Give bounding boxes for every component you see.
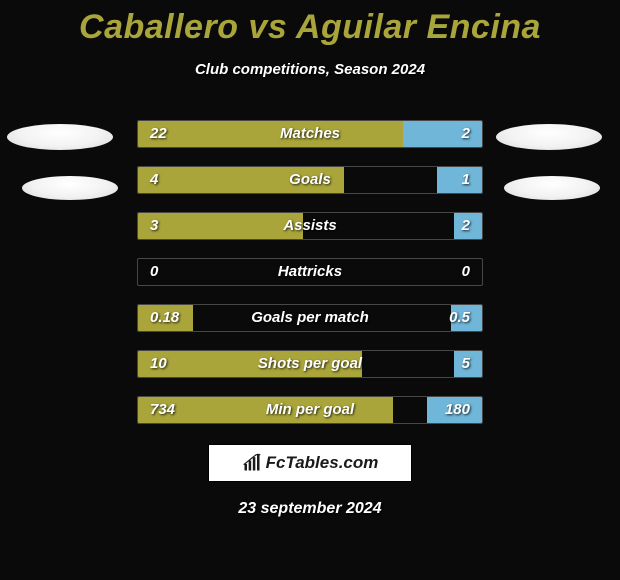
stat-bar-left	[138, 397, 393, 423]
team-crest-placeholder	[496, 124, 602, 150]
stat-value-left: 0	[150, 258, 158, 286]
stat-row: 105Shots per goal	[0, 340, 620, 386]
stat-value-right: 2	[462, 212, 470, 240]
stat-bar-right	[403, 121, 482, 147]
team-crest-placeholder	[22, 176, 118, 200]
stat-value-right: 0.5	[449, 304, 470, 332]
stat-bar	[137, 166, 483, 194]
stat-value-right: 5	[462, 350, 470, 378]
stat-row: 32Assists	[0, 202, 620, 248]
stat-value-left: 0.18	[150, 304, 179, 332]
brand-text: FcTables.com	[266, 453, 379, 473]
page-title: Caballero vs Aguilar Encina	[0, 0, 620, 47]
stat-bar	[137, 212, 483, 240]
stat-bar-left	[138, 121, 403, 147]
brand-link[interactable]: FcTables.com	[208, 444, 412, 482]
stat-bar-left	[138, 351, 362, 377]
stat-bar-right	[437, 167, 482, 193]
stats-container: 222Matches41Goals32Assists00Hattricks0.1…	[0, 110, 620, 432]
stat-bar	[137, 120, 483, 148]
stat-bar	[137, 396, 483, 424]
stat-row: 00Hattricks	[0, 248, 620, 294]
stat-value-right: 0	[462, 258, 470, 286]
stat-bar-left	[138, 213, 303, 239]
team-crest-placeholder	[504, 176, 600, 200]
stat-bar-left	[138, 167, 344, 193]
stat-bar	[137, 350, 483, 378]
stat-value-left: 22	[150, 120, 167, 148]
stat-value-right: 1	[462, 166, 470, 194]
stat-bar	[137, 304, 483, 332]
stat-value-right: 180	[445, 396, 470, 424]
stat-value-left: 10	[150, 350, 167, 378]
subtitle: Club competitions, Season 2024	[0, 61, 620, 78]
stat-value-left: 4	[150, 166, 158, 194]
stat-value-left: 734	[150, 396, 175, 424]
stat-value-right: 2	[462, 120, 470, 148]
chart-icon	[242, 453, 262, 473]
stat-row: 0.180.5Goals per match	[0, 294, 620, 340]
footer-date: 23 september 2024	[0, 500, 620, 518]
team-crest-placeholder	[7, 124, 113, 150]
stat-value-left: 3	[150, 212, 158, 240]
stat-row: 734180Min per goal	[0, 386, 620, 432]
stat-bar	[137, 258, 483, 286]
